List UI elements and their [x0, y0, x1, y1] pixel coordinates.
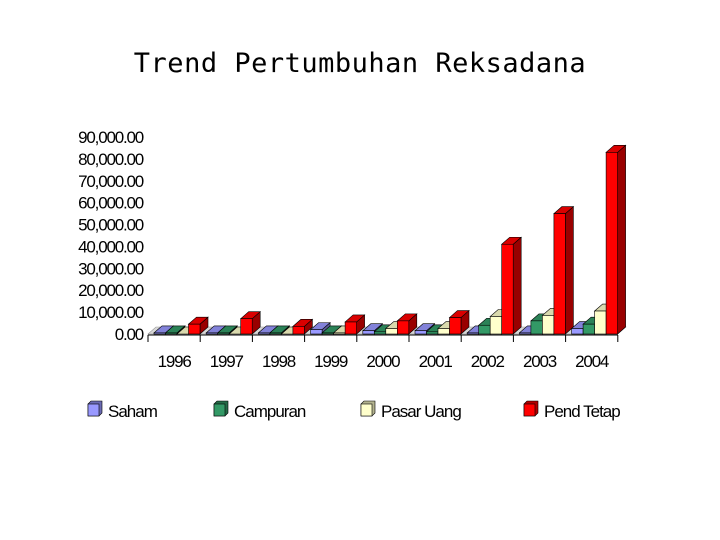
legend-label: Saham: [108, 402, 158, 421]
bar-pend-tetap-1999: [344, 314, 366, 335]
legend: Saham Campuran Pasar Uang Pend Tetap: [87, 400, 621, 421]
bars-group: [153, 144, 627, 335]
bar-pend-tetap-2004: [605, 144, 627, 335]
bar-pend-tetap-1998: [292, 318, 314, 335]
y-tick-label: 30,000.00: [78, 259, 144, 278]
x-tick-label: 1999: [314, 352, 348, 371]
legend-item-campuran: Campuran: [213, 400, 307, 421]
bar-saham-1999: [309, 321, 331, 335]
y-tick-label: 20,000.00: [78, 281, 144, 300]
x-tick-label: 1997: [210, 352, 244, 371]
y-tick-label: 50,000.00: [78, 216, 144, 235]
x-tick-label: 2001: [419, 352, 453, 371]
x-tick-label: 1996: [158, 352, 192, 371]
y-tick-label: 90,000.00: [78, 128, 144, 147]
bar-pend-tetap-2002: [500, 236, 522, 335]
bar-pend-tetap-2000: [396, 313, 418, 335]
x-tick-label: 1998: [262, 352, 296, 371]
x-tick-label: 2000: [366, 352, 400, 371]
y-tick-label: 60,000.00: [78, 194, 144, 213]
y-tick-label: 80,000.00: [78, 150, 144, 169]
legend-item-saham: Saham: [87, 400, 159, 421]
legend-item-pend-tetap: Pend Tetap: [523, 400, 621, 421]
x-tick-label: 2003: [523, 352, 557, 371]
legend-label: Pasar Uang: [381, 402, 461, 421]
bar-pend-tetap-2001: [448, 309, 470, 335]
y-tick-label: 0.00: [115, 325, 144, 344]
y-axis: 0.00 10,000.00 20,000.00 30,000.00 40,000.00…: [78, 128, 145, 344]
legend-item-pasar-uang: Pasar Uang: [360, 400, 462, 421]
x-axis: 1996 1997 1998 1999 2000 2001 2002 2003 2004: [147, 334, 619, 371]
bar-pend-tetap-1996: [187, 316, 209, 335]
legend-label: Pend Tetap: [544, 402, 620, 421]
y-tick-label: 40,000.00: [78, 237, 144, 256]
y-tick-label: 10,000.00: [78, 303, 144, 322]
bar-pend-tetap-2003: [553, 205, 575, 335]
x-tick-label: 2004: [575, 352, 609, 371]
y-tick-label: 70,000.00: [78, 172, 144, 191]
x-tick-label: 2002: [471, 352, 505, 371]
bar-pend-tetap-1997: [239, 311, 261, 335]
chart-title: Trend Pertumbuhan Reksadana: [133, 48, 587, 79]
legend-label: Campuran: [234, 402, 306, 421]
